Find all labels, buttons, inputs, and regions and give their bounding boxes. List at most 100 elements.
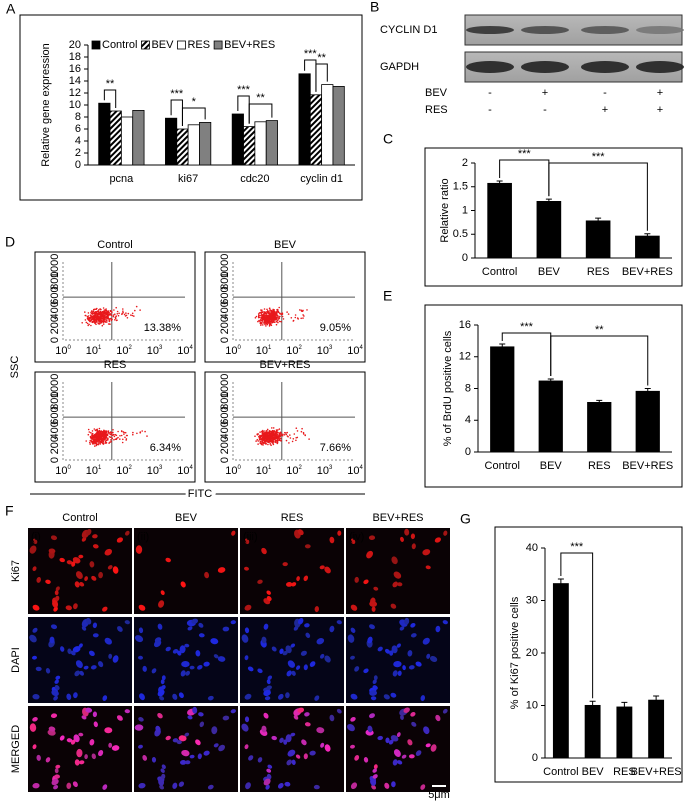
nucleus (102, 784, 108, 790)
event-dot (104, 440, 107, 443)
nucleus (397, 670, 402, 676)
event-dot (269, 314, 272, 317)
event-dot (276, 319, 279, 322)
nucleus (134, 724, 144, 731)
event-dot (275, 314, 277, 316)
y-tick-label: 40 (526, 542, 538, 554)
nucleus (176, 740, 182, 745)
nucleus (66, 738, 73, 743)
nucleus (92, 711, 98, 718)
event-dot (102, 323, 105, 325)
nucleus (185, 670, 191, 676)
event-dot (285, 439, 288, 442)
treatment-sign: + (602, 104, 608, 116)
event-dot (292, 320, 295, 322)
nucleus (408, 665, 415, 670)
nucleus (391, 645, 398, 654)
event-dot (278, 432, 281, 435)
nucleus (172, 693, 178, 700)
event-dot (262, 444, 264, 446)
tick-base: 10 (55, 345, 67, 357)
event-dot (280, 433, 282, 435)
nucleus (135, 545, 143, 554)
flow-y-tick-label: 0 (219, 337, 231, 343)
event-dot (303, 315, 305, 317)
nucleus (54, 590, 59, 596)
nucleus (165, 646, 171, 652)
legend-label: Control (102, 39, 137, 51)
tick-base: 10 (55, 465, 67, 477)
event-dot (132, 433, 134, 436)
nucleus (363, 579, 369, 585)
event-dot (268, 307, 271, 310)
nucleus (89, 561, 95, 568)
nucleus (66, 693, 72, 700)
event-dot (87, 312, 90, 314)
error-bar (557, 578, 564, 588)
nucleus (53, 695, 58, 701)
significance-bracket (315, 63, 328, 92)
flow-x-tick-label: 104 (177, 345, 193, 357)
flow-x-tick-label: 102 (286, 345, 302, 357)
event-dot (90, 314, 92, 317)
nucleus (102, 606, 108, 612)
nucleus (241, 634, 249, 643)
event-dot (287, 313, 290, 315)
nucleus (54, 684, 60, 691)
nucleus (92, 622, 98, 629)
event-dot (103, 430, 106, 432)
event-dot (267, 436, 270, 439)
event-dot (282, 318, 285, 320)
event-dot (286, 431, 289, 434)
event-dot (266, 317, 269, 320)
tick-base: 10 (256, 465, 268, 477)
event-dot (121, 441, 124, 444)
significance-label: *** (592, 151, 606, 163)
nucleus (73, 603, 78, 610)
nucleus (422, 637, 430, 645)
event-dot (294, 314, 297, 316)
nucleus (372, 768, 377, 773)
y-tick-label: 16 (69, 63, 81, 75)
nucleus (373, 675, 378, 681)
event-dot (139, 309, 141, 311)
error-bar (621, 701, 628, 711)
event-dot (93, 318, 95, 321)
bar (176, 128, 189, 166)
nucleus (161, 764, 166, 770)
nucleus (36, 754, 41, 761)
nucleus (160, 685, 166, 690)
flow-x-tick-label: 102 (286, 465, 302, 477)
event-dot (101, 324, 104, 327)
nucleus (391, 556, 398, 565)
nucleus (189, 754, 195, 759)
event-dot (286, 435, 289, 437)
event-dot (90, 431, 92, 434)
event-dot (275, 320, 278, 323)
event-dot (116, 313, 119, 315)
nucleus (78, 732, 84, 737)
nucleus (157, 623, 163, 630)
event-dot (84, 311, 86, 313)
tick-exponent: 2 (298, 465, 302, 471)
flow-y-tick-label: 200 (219, 436, 231, 454)
event-dot (88, 323, 90, 326)
event-dot (257, 320, 259, 323)
event-dot (96, 318, 99, 321)
event-dot (89, 320, 91, 323)
nucleus (184, 643, 190, 648)
nucleus (184, 732, 190, 737)
nucleus (92, 534, 98, 539)
bar (635, 235, 660, 258)
flow-axes (232, 382, 355, 461)
nucleus (397, 760, 403, 765)
nucleus (297, 529, 304, 536)
event-dot (270, 313, 273, 316)
x-tick-label: RES (613, 766, 636, 778)
bar (552, 583, 569, 758)
event-dot (254, 317, 257, 319)
bar (98, 102, 111, 166)
event-dot (286, 311, 288, 313)
event-dot (277, 321, 279, 324)
event-dot (101, 314, 104, 316)
